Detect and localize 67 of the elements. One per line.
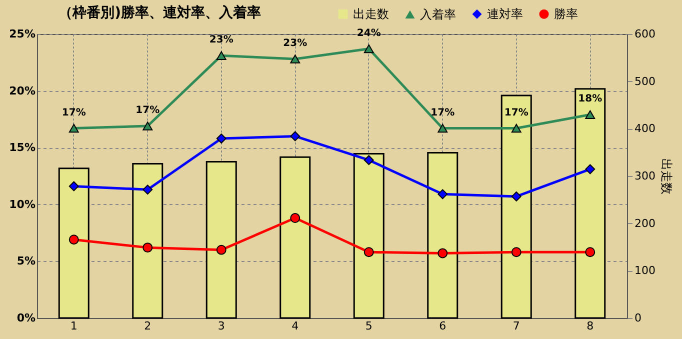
data-label: 17% xyxy=(504,107,528,118)
point xyxy=(585,164,596,174)
point xyxy=(511,247,522,258)
x-tick-label: 3 xyxy=(218,320,225,332)
point xyxy=(364,155,374,166)
y2-tick-label: 200 xyxy=(634,216,656,230)
point xyxy=(290,131,300,142)
y-tick-label: 25% xyxy=(9,28,36,40)
data-label: 17% xyxy=(62,107,86,118)
y2-tick-label: 600 xyxy=(634,28,656,40)
data-label: 23% xyxy=(283,38,308,49)
x-tick-label: 5 xyxy=(365,320,372,332)
point xyxy=(438,189,448,200)
legend-label: 連対率 xyxy=(487,7,523,22)
legend-label: 入着率 xyxy=(420,7,456,22)
point xyxy=(216,51,226,60)
point xyxy=(142,122,153,130)
data-label: 17% xyxy=(136,105,160,116)
y2-tick-label: 400 xyxy=(634,122,656,136)
point xyxy=(364,44,374,54)
legend-label: 出走数 xyxy=(353,7,389,22)
point xyxy=(68,234,79,245)
data-label: 24% xyxy=(356,28,381,39)
x-tick-label: 4 xyxy=(292,320,299,332)
bar xyxy=(280,156,311,319)
point xyxy=(68,181,79,192)
y-tick-label: 20% xyxy=(9,84,36,98)
y-tick-label: 5% xyxy=(16,254,36,268)
y-tick-label: 0% xyxy=(16,312,36,324)
point xyxy=(511,124,522,133)
point xyxy=(216,244,226,255)
bar xyxy=(58,168,90,319)
point xyxy=(216,134,226,144)
point xyxy=(142,242,153,253)
point xyxy=(585,110,596,120)
bar xyxy=(353,153,384,319)
y2-tick-label: 300 xyxy=(634,170,656,182)
point xyxy=(438,124,448,133)
x-tick-label: 1 xyxy=(70,320,78,332)
bar xyxy=(132,162,164,319)
y-tick-label: 15% xyxy=(9,141,36,154)
y2-tick-label: 500 xyxy=(634,74,656,88)
y2-tick-label: 0 xyxy=(634,312,642,324)
point xyxy=(142,184,153,195)
y2-tick-label: 100 xyxy=(634,264,656,278)
point xyxy=(511,191,522,202)
legend-label: 勝率 xyxy=(554,7,578,22)
x-tick-label: 2 xyxy=(144,320,152,332)
bar xyxy=(427,152,458,319)
point xyxy=(585,247,596,258)
bar xyxy=(206,161,237,319)
y-tick-label: 10% xyxy=(9,198,36,211)
y2-axis-title: 出走数 xyxy=(659,158,674,194)
bar xyxy=(500,94,532,319)
x-tick-label: 6 xyxy=(439,320,446,332)
point xyxy=(438,248,448,258)
bar xyxy=(574,88,606,319)
point xyxy=(290,54,300,64)
x-tick-label: 8 xyxy=(586,320,594,332)
x-tick-label: 7 xyxy=(512,320,520,332)
data-label: 23% xyxy=(209,34,234,46)
data-label: 18% xyxy=(578,94,602,105)
chart-title: （枠番別)勝率、連対率、入着率 xyxy=(58,4,262,21)
point xyxy=(364,247,374,258)
point xyxy=(68,124,79,133)
data-label: 17% xyxy=(430,107,455,118)
point xyxy=(290,213,300,223)
